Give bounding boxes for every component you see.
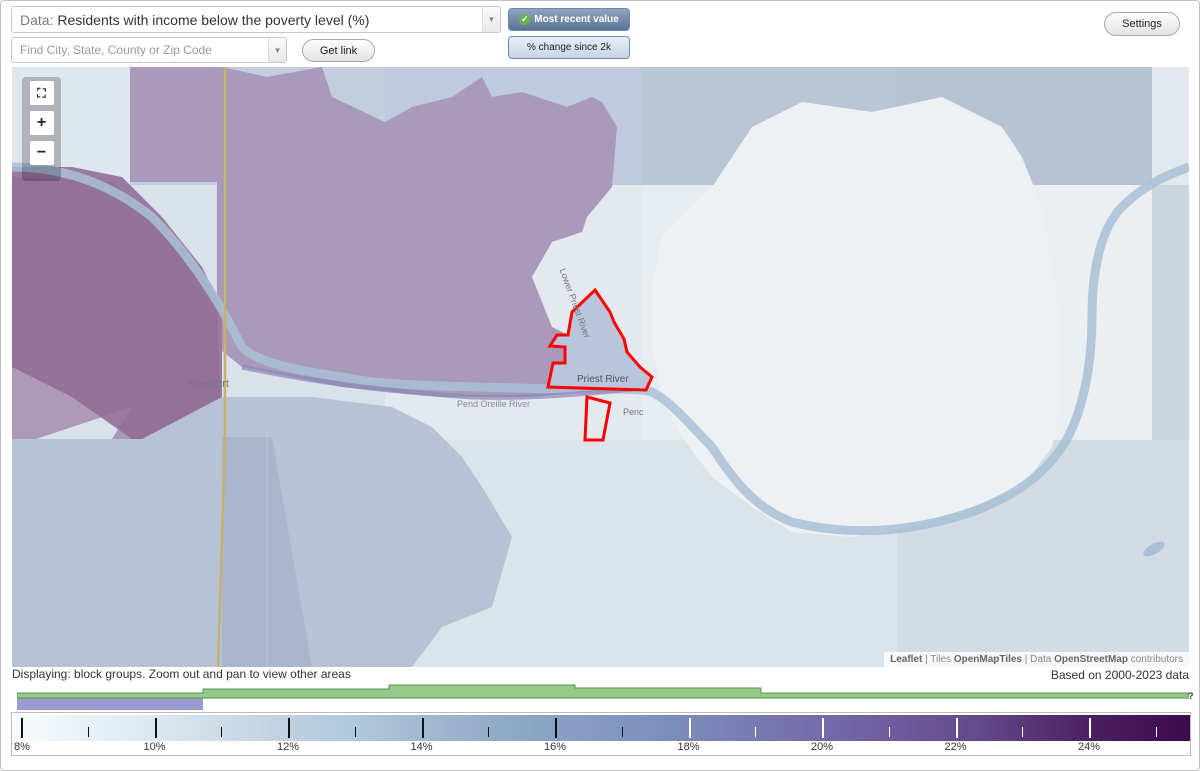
legend-minor-tick bbox=[488, 727, 490, 737]
legend-tick bbox=[421, 718, 424, 738]
zoom-in-button[interactable]: + bbox=[29, 111, 54, 135]
data-select-value: Residents with income below the poverty … bbox=[57, 11, 370, 28]
displaying-status: Displaying: block groups. Zoom out and p… bbox=[12, 667, 351, 681]
legend-minor-tick bbox=[87, 727, 89, 737]
legend-label: 18% bbox=[677, 741, 700, 753]
legend-tick bbox=[21, 718, 23, 738]
get-link-button[interactable]: Get link bbox=[302, 39, 375, 62]
check-icon: ✓ bbox=[519, 14, 531, 25]
fullscreen-icon: ⛶ bbox=[37, 85, 46, 100]
legend-tick bbox=[154, 718, 157, 738]
legend-minor-tick bbox=[1022, 727, 1024, 737]
legend-label: 10% bbox=[143, 741, 166, 753]
minus-icon: − bbox=[36, 144, 47, 161]
chevron-down-icon[interactable]: ▼ bbox=[268, 38, 286, 62]
plus-icon: + bbox=[36, 114, 47, 131]
histogram-selected-bar bbox=[17, 698, 203, 710]
most-recent-value-label: Most recent value bbox=[534, 14, 619, 25]
legend-label: 8% bbox=[14, 741, 30, 753]
legend-minor-tick bbox=[221, 727, 223, 737]
legend-minor-tick bbox=[621, 727, 623, 737]
data-range-status: Based on 2000-2023 data bbox=[1050, 668, 1189, 682]
map-view[interactable]: Newport Priest River Lower Priest River … bbox=[12, 67, 1189, 667]
legend-label: 24% bbox=[1078, 741, 1101, 753]
legend-minor-tick bbox=[1155, 727, 1157, 737]
legend-minor-tick bbox=[755, 727, 757, 737]
map-label-pend-oreille-river: Pend Oreille River bbox=[457, 399, 531, 409]
legend-tick bbox=[955, 718, 958, 738]
histogram-distribution bbox=[17, 684, 1189, 699]
zoom-out-button[interactable]: − bbox=[29, 141, 54, 165]
legend-tick bbox=[1089, 718, 1091, 738]
map-attribution: Leaflet | Tiles OpenMapTiles | Data Open… bbox=[884, 652, 1189, 667]
histogram bbox=[17, 684, 1189, 710]
map-label-priest-river: Priest River bbox=[577, 374, 629, 385]
histogram-unknown-marker: ? bbox=[1188, 691, 1194, 701]
legend-minor-tick bbox=[354, 727, 356, 737]
legend-label: 12% bbox=[277, 741, 300, 753]
legend-label: 14% bbox=[410, 741, 433, 753]
legend-minor-tick bbox=[888, 727, 890, 737]
settings-button[interactable]: Settings bbox=[1104, 12, 1180, 36]
leaflet-link[interactable]: Leaflet bbox=[890, 654, 923, 665]
legend-tick bbox=[822, 718, 824, 738]
most-recent-value-toggle[interactable]: ✓ Most recent value bbox=[508, 8, 630, 31]
chevron-down-icon[interactable]: ▼ bbox=[482, 7, 500, 32]
openmaptiles-link[interactable]: OpenMapTiles bbox=[953, 654, 1022, 665]
legend-tick bbox=[688, 718, 691, 738]
color-legend: 8% 10% 12% 14% 16% 18% 20% 22% 24% bbox=[11, 712, 1191, 756]
fullscreen-button[interactable]: ⛶ bbox=[29, 81, 54, 105]
legend-gradient bbox=[14, 715, 1190, 741]
data-select-prefix: Data: bbox=[20, 11, 54, 28]
legend-label: 16% bbox=[544, 741, 567, 753]
attribution-contrib: contributors bbox=[1127, 654, 1183, 665]
change-since-2k-toggle[interactable]: % change since 2k bbox=[508, 36, 630, 59]
zoom-control: ⛶ + − bbox=[22, 77, 61, 181]
legend-tick bbox=[288, 718, 290, 738]
map-canvas[interactable] bbox=[12, 67, 1189, 667]
attribution-sep2: | Data bbox=[1022, 654, 1055, 665]
openstreetmap-link[interactable]: OpenStreetMap bbox=[1054, 654, 1128, 665]
legend-label: 22% bbox=[944, 741, 967, 753]
map-label-newport: Newport bbox=[188, 378, 229, 390]
map-label-pend: Penc bbox=[623, 407, 644, 417]
legend-label: 20% bbox=[811, 741, 834, 753]
search-field[interactable]: ▼ bbox=[11, 37, 287, 63]
legend-tick bbox=[555, 718, 557, 738]
attribution-sep1: | Tiles bbox=[922, 654, 954, 665]
data-select[interactable]: Data: Residents with income below the po… bbox=[11, 6, 501, 33]
search-input[interactable] bbox=[12, 38, 268, 62]
